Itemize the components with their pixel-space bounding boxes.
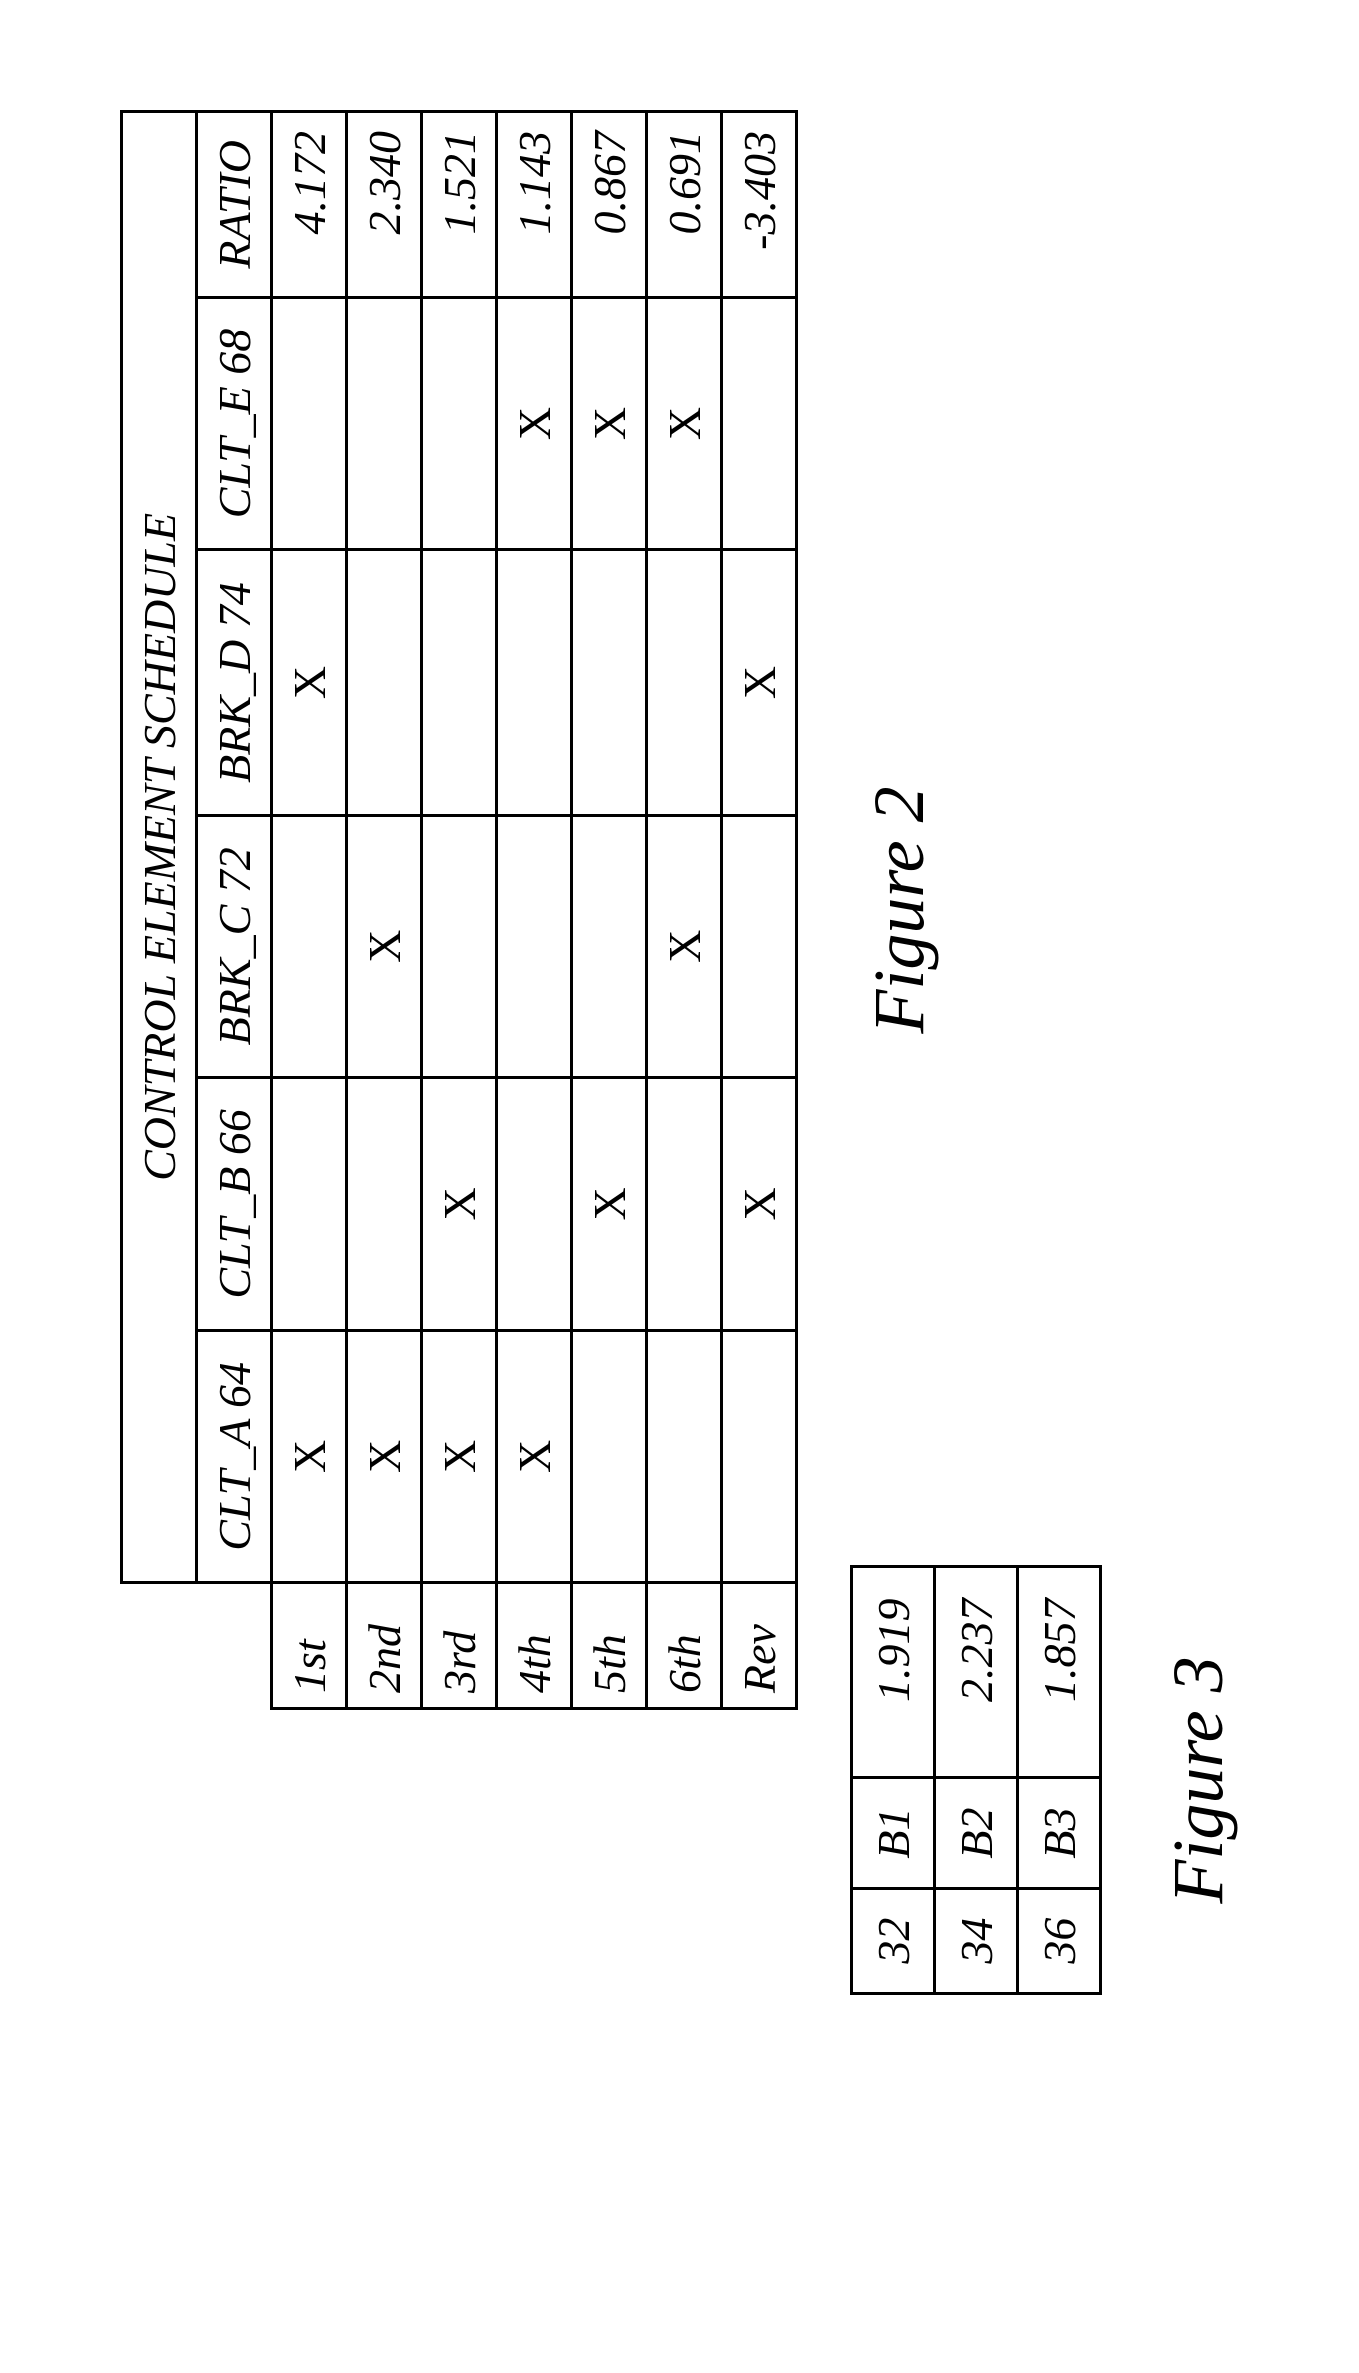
cell: X [572,297,647,550]
cell: 2.237 [935,1567,1018,1778]
cell [347,297,422,550]
ratio-cell: -3.403 [722,112,797,298]
cell: B3 [1018,1778,1101,1888]
figure-2: CONTROL ELEMENT SCHEDULE CLT_A 64 CLT_B … [120,110,941,1710]
beta-values-table: 32 B1 1.919 34 B2 2.237 36 B3 1.857 [850,1565,1102,1994]
cell [722,1330,797,1582]
table-row: 32 B1 1.919 [852,1567,935,1993]
cell [722,815,797,1077]
col-header-ratio: RATIO [197,112,272,298]
cell: X [497,1330,572,1582]
cell [422,297,497,550]
cell: 32 [852,1888,935,1993]
cell: X [422,1330,497,1582]
cell: 34 [935,1888,1018,1993]
ratio-cell: 1.521 [422,112,497,298]
cell [572,815,647,1077]
cell [572,550,647,815]
ratio-cell: 4.172 [272,112,347,298]
cell [347,1077,422,1330]
row-header: 2nd [347,1582,422,1708]
row-header: 4th [497,1582,572,1708]
row-header: 1st [272,1582,347,1708]
cell [272,297,347,550]
cell: X [422,1077,497,1330]
cell: X [497,297,572,550]
cell [272,1077,347,1330]
row-header: 3rd [422,1582,497,1708]
row-header: 5th [572,1582,647,1708]
ratio-cell: 2.340 [347,112,422,298]
table-row: 36 B3 1.857 [1018,1567,1101,1993]
table-row: 34 B2 2.237 [935,1567,1018,1993]
cell: X [722,550,797,815]
cell: X [647,297,722,550]
cell [722,297,797,550]
ratio-cell: 0.867 [572,112,647,298]
cell: B1 [852,1778,935,1888]
col-header-d: BRK_D 74 [197,550,272,815]
cell: X [572,1077,647,1330]
cell [347,550,422,815]
cell: X [647,815,722,1077]
cell: X [272,550,347,815]
table-row: 2nd X X 2.340 [347,112,422,1709]
col-header-a: CLT_A 64 [197,1330,272,1582]
col-header-c: BRK_C 72 [197,815,272,1077]
cell [647,1077,722,1330]
cell: B2 [935,1778,1018,1888]
table-row: 1st X X 4.172 [272,112,347,1709]
table-row: 6th X X 0.691 [647,112,722,1709]
control-element-schedule-table: CONTROL ELEMENT SCHEDULE CLT_A 64 CLT_B … [120,110,798,1710]
cell [647,1330,722,1582]
table-row: 3rd X X 1.521 [422,112,497,1709]
table-row: 5th X X 0.867 [572,112,647,1709]
cell [422,815,497,1077]
col-header-b: CLT_B 66 [197,1077,272,1330]
cell: X [722,1077,797,1330]
cell [572,1330,647,1582]
row-header: 6th [647,1582,722,1708]
ratio-cell: 0.691 [647,112,722,298]
cell [272,815,347,1077]
cell [647,550,722,815]
cell [422,550,497,815]
table-row: 4th X X 1.143 [497,112,572,1709]
cell: X [347,1330,422,1582]
table-row: Rev X X -3.403 [722,112,797,1709]
cell [497,550,572,815]
cell: 36 [1018,1888,1101,1993]
cell: X [347,815,422,1077]
ratio-cell: 1.143 [497,112,572,298]
row-header: Rev [722,1582,797,1708]
spacer-cell [122,1582,197,1708]
figure-3-caption: Figure 3 [1157,1330,1240,2230]
spacer-cell [197,1582,272,1708]
col-header-e: CLT_E 68 [197,297,272,550]
table-title: CONTROL ELEMENT SCHEDULE [122,112,197,1583]
cell: 1.857 [1018,1567,1101,1778]
cell: 1.919 [852,1567,935,1778]
cell: X [272,1330,347,1582]
figure-3: 32 B1 1.919 34 B2 2.237 36 B3 1.857 Figu… [850,1330,1240,2230]
cell [497,815,572,1077]
cell [497,1077,572,1330]
